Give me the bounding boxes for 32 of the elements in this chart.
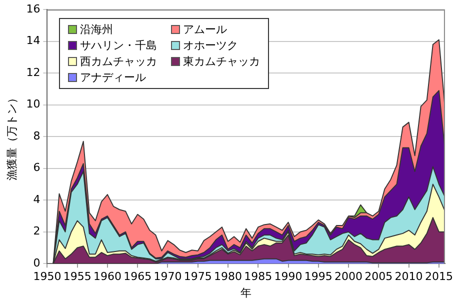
legend-label: オホーツク: [183, 38, 238, 53]
x-tick-label: 1990: [274, 270, 302, 284]
x-tick-label: 1965: [124, 270, 152, 284]
y-tick-label: 6: [33, 161, 40, 174]
x-tick-label: 2000: [334, 270, 363, 284]
y-tick-label: 4: [33, 192, 40, 206]
y-axis-title: 漁獲量（万トン）: [5, 92, 18, 181]
x-tick-label: 2015: [424, 270, 453, 284]
y-tick-label: 16: [26, 2, 40, 16]
y-tick-label: 8: [33, 129, 40, 142]
x-tick-label: 1975: [184, 270, 212, 284]
x-tick-label: 1980: [214, 270, 242, 284]
y-tick-label: 14: [26, 34, 40, 48]
legend-label: アナディール: [80, 70, 146, 85]
legend-label: 東カムチャッカ: [183, 54, 260, 69]
y-tick-label: 0: [33, 256, 40, 270]
x-tick-label: 1995: [304, 270, 332, 284]
x-tick-label: 1950: [33, 270, 62, 284]
x-tick-label: 1960: [93, 270, 122, 284]
legend-label: アムール: [183, 22, 228, 37]
x-tick-label: 1955: [63, 270, 92, 284]
x-tick-label: 1985: [244, 270, 272, 284]
y-tick-label: 10: [26, 98, 40, 111]
x-tick-label: 2010: [394, 270, 423, 284]
y-tick-label: 2: [33, 224, 40, 238]
legend-label: 西カムチャッカ: [80, 54, 158, 69]
x-tick-label: 2005: [364, 270, 393, 284]
x-tick-label: 1970: [154, 270, 182, 284]
x-axis-title: 年: [240, 286, 252, 300]
legend-label: サハリン・千島: [80, 38, 158, 53]
y-tick-label: 12: [26, 66, 40, 79]
legend-label: 沿海州: [80, 22, 114, 37]
